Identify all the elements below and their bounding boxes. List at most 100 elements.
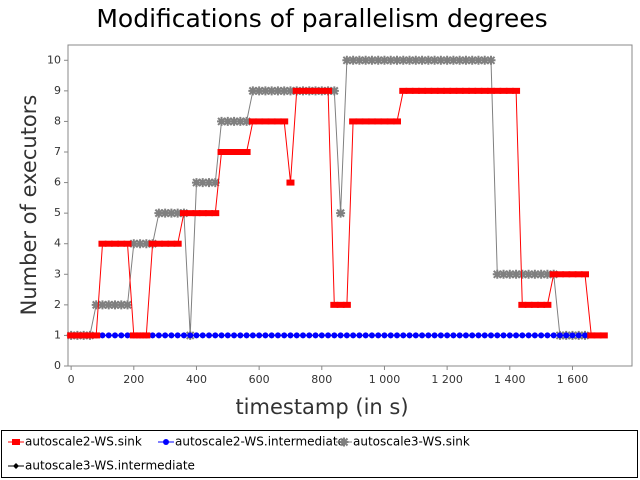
point — [118, 332, 125, 339]
point — [423, 55, 433, 65]
point — [312, 332, 319, 339]
point — [494, 332, 501, 339]
point — [480, 55, 490, 65]
point — [544, 332, 551, 339]
point — [480, 87, 489, 94]
point — [455, 87, 464, 94]
point — [292, 87, 301, 94]
y-tick-label: 10 — [47, 53, 61, 66]
y-tick-label: 1 — [54, 328, 61, 341]
point — [417, 55, 427, 65]
point — [512, 87, 521, 94]
point — [562, 271, 571, 278]
x-tick-label: 1 200 — [431, 373, 463, 386]
point — [574, 271, 583, 278]
point — [210, 178, 220, 188]
y-tick-label: 2 — [54, 298, 61, 311]
point — [212, 332, 219, 339]
point — [274, 332, 281, 339]
point — [223, 149, 232, 155]
point — [305, 87, 314, 94]
point — [487, 87, 495, 94]
y-tick-label: 5 — [54, 206, 61, 219]
point — [387, 332, 394, 339]
point — [486, 55, 496, 65]
point — [154, 240, 163, 247]
point — [280, 118, 289, 125]
point — [105, 332, 112, 339]
point — [406, 332, 413, 339]
y-tick-label: 3 — [54, 267, 61, 280]
y-tick-label: 6 — [54, 176, 61, 189]
point — [575, 332, 582, 339]
y-tick-label: 9 — [54, 84, 61, 97]
point — [242, 149, 251, 155]
point — [155, 332, 162, 339]
point — [148, 240, 157, 247]
point — [418, 87, 427, 94]
point — [236, 149, 245, 155]
point — [237, 332, 244, 339]
point — [67, 332, 76, 339]
point — [136, 332, 145, 339]
point — [386, 118, 395, 125]
legend-label: autoscale2-WS.sink — [25, 435, 142, 449]
point — [569, 332, 576, 339]
point — [455, 55, 465, 65]
point — [173, 208, 183, 218]
point — [123, 300, 133, 310]
point — [104, 240, 113, 247]
point — [231, 332, 238, 339]
point — [549, 271, 558, 278]
point — [518, 301, 527, 308]
point — [481, 332, 488, 339]
point — [505, 87, 514, 94]
point — [405, 87, 414, 94]
point — [311, 87, 320, 94]
point — [582, 332, 588, 339]
point — [218, 332, 225, 339]
point — [174, 332, 181, 339]
point — [456, 332, 463, 339]
point — [287, 332, 294, 339]
point — [550, 332, 557, 339]
point — [563, 332, 570, 339]
point — [506, 332, 513, 339]
point — [161, 240, 170, 247]
point — [104, 300, 114, 310]
y-tick-label: 7 — [54, 145, 61, 158]
point — [217, 149, 226, 155]
x-tick-label: 600 — [249, 373, 270, 386]
legend-item: autoscale2-WS.intermediate — [158, 435, 345, 449]
point — [99, 332, 106, 339]
point — [349, 118, 358, 125]
point — [198, 178, 208, 188]
x-tick-label: 800 — [311, 373, 332, 386]
point — [260, 86, 270, 96]
point — [488, 332, 494, 339]
point — [500, 332, 507, 339]
point — [211, 210, 220, 217]
point — [160, 208, 170, 218]
point — [517, 269, 527, 279]
point — [374, 118, 383, 125]
point — [111, 240, 119, 247]
point — [436, 87, 445, 94]
x-tick-label: 1 400 — [494, 373, 526, 386]
point — [256, 332, 263, 339]
point — [261, 118, 270, 125]
point — [168, 332, 175, 339]
point — [424, 87, 433, 94]
point — [235, 116, 245, 126]
point — [524, 301, 533, 308]
point — [285, 86, 295, 96]
series — [67, 87, 608, 339]
point — [556, 332, 563, 339]
point — [375, 332, 382, 339]
point — [350, 332, 357, 339]
point — [331, 332, 338, 339]
point — [448, 55, 458, 65]
point — [461, 55, 471, 65]
point — [166, 208, 176, 218]
point — [249, 332, 256, 339]
